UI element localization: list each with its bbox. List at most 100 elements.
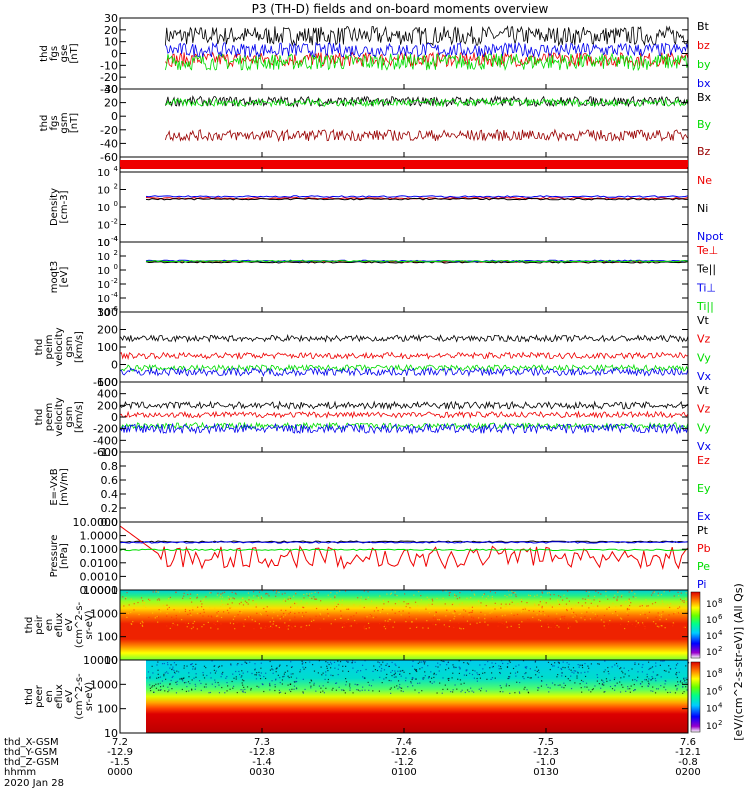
heatmap-speckle <box>644 679 646 681</box>
heatmap-speckle <box>248 596 250 598</box>
heatmap-speckle <box>560 604 562 606</box>
heatmap-speckle <box>458 672 460 675</box>
heatmap-speckle <box>274 689 276 692</box>
heatmap-speckle <box>185 622 187 624</box>
heatmap-speckle <box>616 598 618 600</box>
heatmap-speckle <box>183 667 185 669</box>
heatmap-speckle <box>520 598 523 601</box>
heatmap-speckle <box>547 626 550 628</box>
heatmap-speckle <box>268 626 270 629</box>
series-line-vz <box>119 351 689 361</box>
heatmap-speckle <box>357 597 359 599</box>
heatmap-speckle <box>448 677 450 680</box>
heatmap-speckle <box>639 613 642 616</box>
heatmap-speckle <box>432 617 434 619</box>
heatmap-speckle <box>513 592 515 594</box>
heatmap-speckle <box>338 590 341 592</box>
heatmap-speckle <box>570 675 572 677</box>
heatmap-speckle <box>264 627 266 630</box>
heatmap-speckle <box>258 686 260 688</box>
heatmap-speckle <box>290 673 292 675</box>
heatmap-speckle <box>436 692 438 694</box>
heatmap-speckle <box>478 688 480 690</box>
heatmap-speckle <box>256 672 258 674</box>
heatmap-speckle <box>302 662 304 664</box>
heatmap-speckle <box>627 614 629 616</box>
heatmap-speckle <box>258 674 260 676</box>
legend-label-vt: Vt <box>697 384 710 397</box>
heatmap-speckle <box>661 614 663 616</box>
heatmap-speckle <box>639 683 642 685</box>
heatmap-speckle <box>395 676 397 678</box>
heatmap-speckle <box>295 677 298 679</box>
heatmap-speckle <box>156 677 158 679</box>
heatmap-speckle <box>668 665 670 667</box>
heatmap-speckle <box>241 609 243 611</box>
heatmap-speckle <box>675 673 677 675</box>
heatmap-speckle <box>641 671 644 673</box>
heatmap-speckle <box>214 665 216 667</box>
heatmap-speckle <box>388 618 390 620</box>
heatmap-speckle <box>657 688 659 690</box>
heatmap-speckle <box>183 665 185 667</box>
heatmap-speckle <box>514 672 517 674</box>
heatmap-speckle <box>502 618 504 621</box>
panel-frame <box>119 311 689 383</box>
heatmap-speckle <box>158 676 160 679</box>
heatmap-speckle <box>414 678 417 680</box>
heatmap-speckle <box>169 667 171 669</box>
heatmap-speckle <box>676 662 679 665</box>
heatmap-speckle <box>534 669 536 672</box>
heatmap-speckle <box>428 598 430 600</box>
footer-tick-label: -12.1 <box>675 747 701 758</box>
heatmap-speckle <box>255 674 258 676</box>
heatmap-speckle <box>287 628 289 630</box>
heatmap-speckle <box>627 688 629 690</box>
heatmap-speckle <box>682 692 684 694</box>
heatmap-speckle <box>191 688 193 690</box>
heatmap-speckle <box>368 689 370 691</box>
heatmap-speckle <box>363 627 365 629</box>
heatmap-speckle <box>345 681 348 683</box>
heatmap-speckle <box>192 609 194 611</box>
heatmap-speckle <box>400 687 403 689</box>
heatmap-speckle <box>454 596 456 598</box>
heatmap-speckle <box>676 689 678 691</box>
heatmap-speckle <box>511 601 513 603</box>
heatmap-speckle <box>302 691 304 693</box>
heatmap-speckle <box>233 598 235 600</box>
heatmap-speckle <box>313 619 315 621</box>
legend-label-pb: Pb <box>697 542 711 555</box>
y-tick-label: 20 <box>104 24 118 37</box>
heatmap-speckle <box>314 598 317 600</box>
heatmap-speckle <box>576 677 578 679</box>
heatmap-speckle <box>244 661 246 663</box>
heatmap-speckle <box>647 685 650 687</box>
heatmap-speckle <box>198 680 201 682</box>
heatmap-speckle <box>418 610 420 612</box>
heatmap-speckle <box>414 668 416 670</box>
heatmap-speckle <box>163 675 165 677</box>
heatmap-speckle <box>470 687 472 689</box>
heatmap-speckle <box>346 621 348 624</box>
heatmap-speckle <box>415 669 417 672</box>
heatmap-speckle <box>587 665 589 667</box>
heatmap-speckle <box>141 602 144 604</box>
heatmap-speckle <box>499 684 501 687</box>
panel-3 <box>120 171 689 243</box>
heatmap-speckle <box>442 677 444 679</box>
y-tick-label: 10 <box>97 186 110 197</box>
heatmap-speckle <box>315 615 317 617</box>
footer-tick-label: 7.3 <box>254 737 270 748</box>
heatmap-speckle <box>409 607 411 609</box>
heatmap-speckle <box>216 615 218 617</box>
heatmap-speckle <box>490 617 492 620</box>
heatmap-speckle <box>588 607 590 609</box>
heatmap-speckle <box>626 623 628 626</box>
heatmap-speckle <box>330 592 332 594</box>
heatmap-speckle <box>259 677 262 680</box>
heatmap-speckle <box>562 616 564 618</box>
heatmap-speckle <box>592 688 594 690</box>
heatmap-speckle <box>607 623 610 625</box>
heatmap-speckle <box>173 618 175 621</box>
